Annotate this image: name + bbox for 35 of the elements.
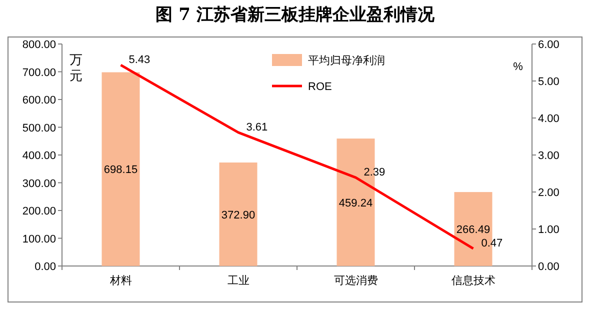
y2-tick-label: 2.00 <box>538 187 560 199</box>
bar <box>102 72 140 266</box>
data-label: 0.47 <box>481 238 503 250</box>
data-label: 698.15 <box>104 164 138 176</box>
data-label: 2.39 <box>364 166 386 179</box>
data-label: 266.49 <box>456 224 490 236</box>
y-tick-label: 300.00 <box>22 178 56 190</box>
legend-label: 平均归母净利润 <box>308 54 385 67</box>
x-tick-label: 材料 <box>108 274 132 287</box>
y-tick-label: 700.00 <box>22 66 56 79</box>
chart-title: 图 7 江苏省新三板挂牌企业盈利情况 <box>156 5 436 25</box>
data-label: 372.90 <box>221 209 256 222</box>
y-tick-label: 200.00 <box>22 206 56 218</box>
x-tick-label: 信息技术 <box>451 274 496 287</box>
y2-tick-label: 0.00 <box>538 261 560 273</box>
y-tick-label: 600.00 <box>22 94 56 106</box>
y-tick-label: 0.00 <box>34 261 56 273</box>
data-label: 3.61 <box>246 121 268 134</box>
y2-tick-label: 4.00 <box>538 113 560 125</box>
y2-tick-label: 3.00 <box>538 150 560 162</box>
y2-tick-label: 1.00 <box>538 224 560 236</box>
data-label: 459.24 <box>338 197 373 210</box>
y2-axis-title: % <box>513 61 524 73</box>
x-tick-label: 工业 <box>227 274 250 287</box>
y2-tick-label: 5.00 <box>538 76 560 88</box>
data-label: 5.43 <box>128 54 150 66</box>
y-tick-label: 500.00 <box>22 122 56 134</box>
y-tick-label: 100.00 <box>22 233 56 246</box>
y2-tick-label: 6.00 <box>538 39 560 51</box>
x-tick-label: 可选消费 <box>334 274 378 287</box>
y-tick-label: 800.00 <box>22 39 56 51</box>
legend-label: ROE <box>308 81 332 93</box>
bar <box>219 162 258 266</box>
y-tick-label: 400.00 <box>22 150 56 162</box>
y-axis-title: 万元 <box>70 52 82 83</box>
